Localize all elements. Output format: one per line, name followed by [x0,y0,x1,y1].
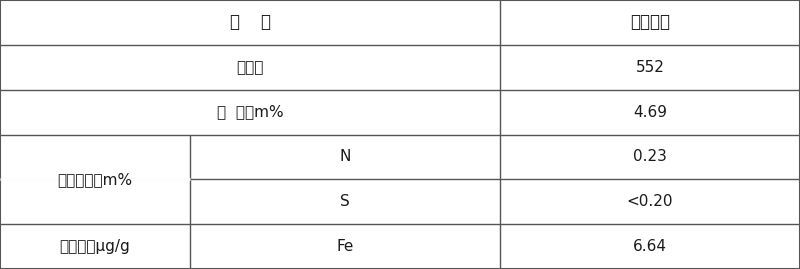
Text: 项    日: 项 日 [230,13,270,31]
Text: 6.64: 6.64 [633,239,667,254]
Text: 0.23: 0.23 [633,149,667,164]
Text: <0.20: <0.20 [626,194,674,209]
Text: S: S [340,194,350,209]
Text: N: N [339,149,350,164]
Text: 分子量: 分子量 [236,60,264,75]
Text: 元素分析，m%: 元素分析，m% [58,172,133,187]
Text: 4.69: 4.69 [633,105,667,120]
Text: 大庆催料: 大庆催料 [630,13,670,31]
Text: Fe: Fe [336,239,354,254]
Text: 重金属，μg/g: 重金属，μg/g [60,239,130,254]
Text: 552: 552 [635,60,665,75]
Text: 残  炭，m%: 残 炭，m% [217,105,283,120]
